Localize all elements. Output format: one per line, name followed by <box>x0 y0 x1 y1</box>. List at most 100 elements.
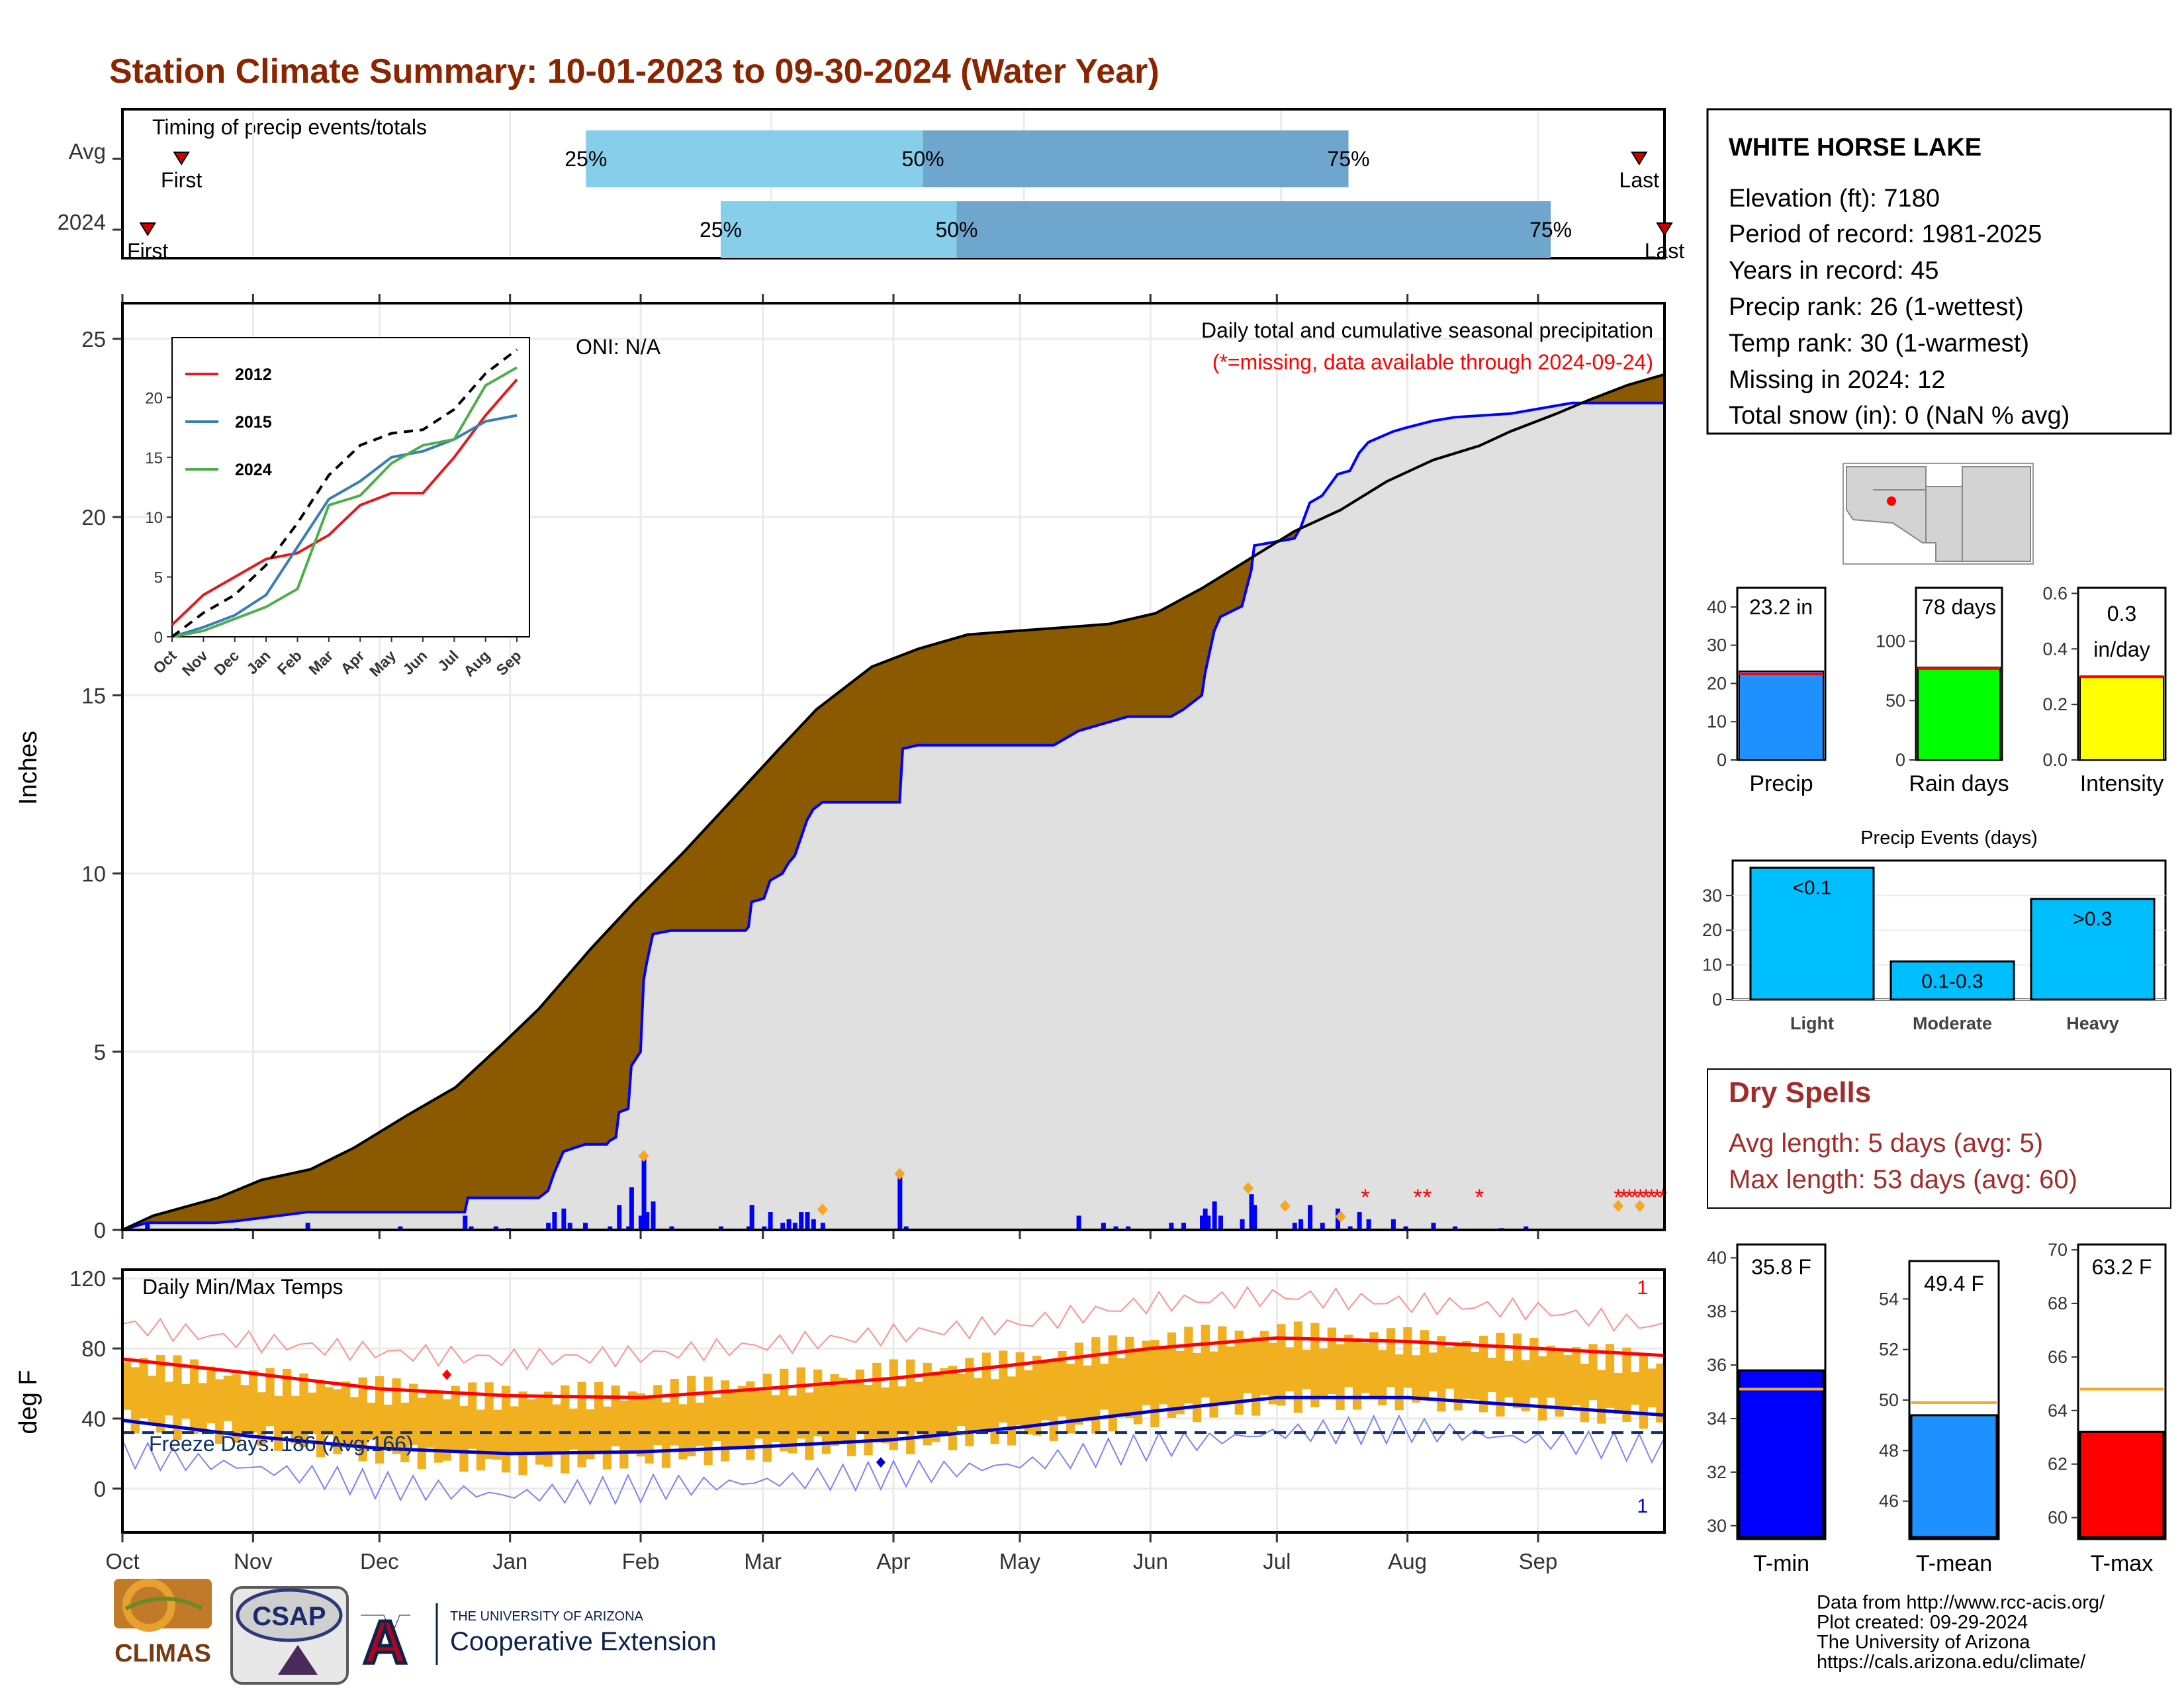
daily-temp-range-bar <box>965 1358 974 1446</box>
daily-temp-range-bar <box>636 1393 645 1457</box>
totals-y-tick-label: 30 <box>1707 635 1727 655</box>
daily-temp-range-bar <box>1344 1335 1353 1387</box>
tsum-value-label: 35.8 F <box>1751 1255 1811 1279</box>
daily-precip-bar <box>645 1212 650 1230</box>
tsum-y-tick-label: 60 <box>2048 1508 2068 1528</box>
daily-temp-range-bar <box>341 1382 351 1448</box>
daily-temp-range-bar <box>1125 1336 1134 1419</box>
record-high-line <box>122 1286 1665 1370</box>
daily-temp-range-bar <box>940 1368 949 1432</box>
daily-precip-bar <box>561 1208 567 1230</box>
daily-precip-bar <box>1218 1215 1223 1230</box>
temp-summary-panel: 30 32 34 36 38 40 35.8 F T-min 46 48 50 52 54 49.4 F T… <box>1707 1240 2167 1576</box>
extreme-event-diamond <box>1613 1199 1624 1212</box>
last-marker-icon <box>1631 152 1648 165</box>
totals-y-tick-label: 0 <box>1717 750 1727 770</box>
daily-temp-range-bar <box>1218 1326 1227 1405</box>
extreme-event-diamond <box>817 1203 828 1216</box>
totals-y-tick-label: 0.6 <box>2042 583 2068 603</box>
daily-temp-range-bar <box>821 1385 831 1454</box>
daily-temp-range-bar <box>737 1385 747 1448</box>
daily-temp-range-bar <box>1116 1358 1126 1414</box>
climas-logo-text: CLIMAS <box>114 1640 211 1667</box>
daily-temp-range-bar <box>383 1404 392 1448</box>
inset-series-line-avg <box>171 348 518 638</box>
daily-temp-range-bar <box>577 1382 586 1468</box>
precip-subtitle: (*=missing, data available through 2024-… <box>1212 350 1653 374</box>
daily-temp-range-bar <box>981 1352 991 1433</box>
precip-total-value: 23.2 in <box>1749 595 1813 619</box>
daily-temp-range-bar <box>451 1385 460 1452</box>
temp-y-tick-label: 120 <box>69 1266 106 1291</box>
daily-precip-bar <box>1076 1215 1081 1230</box>
daily-temp-range-bar <box>754 1391 764 1439</box>
tsum-category-label: T-max <box>2091 1551 2153 1576</box>
daily-temp-range-bar <box>1058 1351 1067 1417</box>
daily-temp-range-bar <box>181 1383 191 1419</box>
month-tick-label: Dec <box>360 1549 399 1573</box>
missing-day-marker: * <box>1653 1185 1661 1210</box>
daily-temp-range-bar <box>645 1397 654 1464</box>
station-missing: Missing in 2024: 12 <box>1729 366 1945 394</box>
credit-line-1: Data from http://www.rcc-acis.org/ <box>1817 1592 2105 1613</box>
tsum-y-tick-label: 46 <box>1879 1491 1899 1511</box>
daily-temp-range-bar <box>1538 1356 1547 1421</box>
daily-temp-range-bar <box>1285 1347 1295 1391</box>
daily-temp-range-bar <box>1546 1345 1555 1398</box>
last-marker-icon <box>1656 222 1673 236</box>
daily-temp-range-bar <box>846 1380 856 1456</box>
credit-line-2: Plot created: 09-29-2024 <box>1817 1612 2028 1633</box>
totals-bar-Intensity <box>2079 676 2164 761</box>
temp-marks <box>122 1286 1665 1506</box>
totals-y-tick-label: 50 <box>1886 690 1905 710</box>
daily-temp-range-bar <box>1605 1344 1615 1408</box>
daily-temp-range-bar <box>788 1395 797 1454</box>
daily-temp-range-bar <box>1192 1352 1202 1423</box>
tsum-y-tick-label: 66 <box>2048 1347 2068 1367</box>
oni-label: ONI: N/A <box>576 335 661 359</box>
first-marker-icon <box>173 152 190 165</box>
daily-temp-range-bar <box>324 1387 334 1435</box>
daily-temp-range-bar <box>602 1406 612 1470</box>
totals-y-tick-label: 10 <box>1707 712 1727 731</box>
daily-temp-range-bar <box>1318 1348 1328 1399</box>
month-tick-label: Jun <box>1133 1549 1168 1573</box>
daily-temp-range-bar <box>1471 1351 1480 1400</box>
tsum-y-tick-label: 54 <box>1879 1289 1899 1309</box>
timing-label: Timing of precip events/totals <box>152 115 427 139</box>
daily-temp-range-bar <box>1032 1356 1042 1436</box>
daily-temp-range-bar <box>308 1392 317 1434</box>
daily-precip-bar <box>903 1226 909 1230</box>
daily-temp-range-bar <box>931 1374 940 1442</box>
totals-category-label: Rain days <box>1909 771 2009 796</box>
month-tick-label: Aug <box>1388 1549 1427 1573</box>
intensity-unit: in/day <box>2093 637 2150 661</box>
missing-day-marker: * <box>1361 1185 1369 1210</box>
month-tick-label: Apr <box>876 1549 910 1573</box>
daily-precip-bar <box>1249 1194 1254 1230</box>
daily-precip-bar <box>641 1158 647 1230</box>
daily-temp-range-bar <box>434 1391 443 1463</box>
daily-precip-bar <box>719 1226 724 1230</box>
totals-category-label: Precip <box>1749 771 1813 796</box>
daily-temp-range-bar <box>1647 1368 1657 1408</box>
precip-y-tick-label: 0 <box>94 1218 106 1243</box>
daily-temp-range-bar <box>670 1378 679 1446</box>
timing-panel: Timing of precip events/totals Avg 2024 … <box>58 108 1684 263</box>
precip-y-tick-label: 20 <box>81 505 106 530</box>
precip-y-tick-label: 25 <box>81 327 106 352</box>
daily-temp-range-bar <box>839 1378 848 1440</box>
station-name: WHITE HORSE LAKE <box>1729 134 1981 162</box>
daily-temp-range-bar <box>442 1399 452 1461</box>
daily-temp-range-bar <box>223 1376 233 1421</box>
totals-bar-Precip <box>1739 670 1824 761</box>
extreme-event-diamond <box>894 1168 905 1180</box>
precip-frame <box>121 302 1666 1231</box>
tsum-y-tick-label: 32 <box>1707 1462 1727 1482</box>
temp-y-axis-label: deg F <box>15 1370 42 1434</box>
totals-y-tick-label: 0.2 <box>2042 694 2068 714</box>
credit-line-4: https://cals.arizona.edu/climate/ <box>1817 1652 2086 1673</box>
totals-y-tick-label: 0.4 <box>2042 639 2068 659</box>
daily-precip-bar <box>1298 1219 1304 1230</box>
